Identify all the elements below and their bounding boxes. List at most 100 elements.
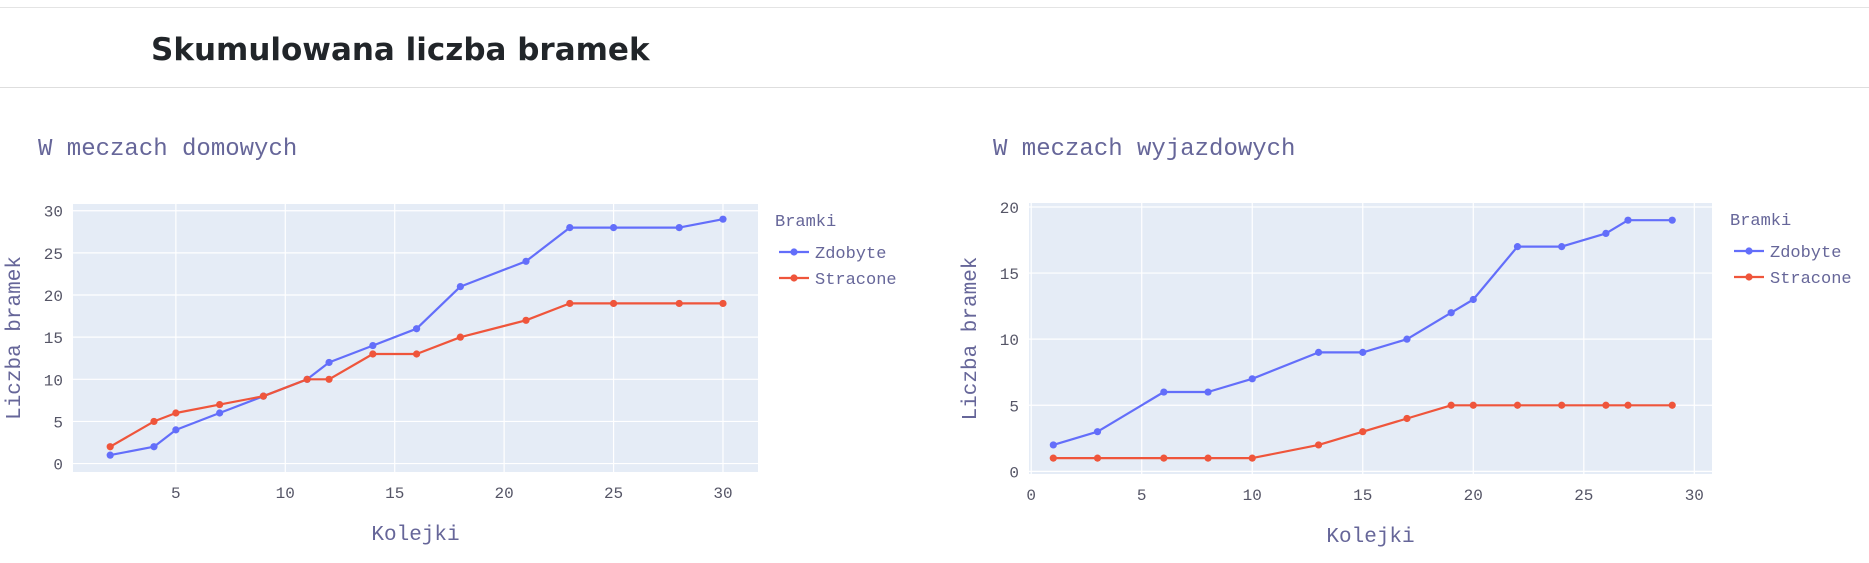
chart1-series-zdobyte-point	[172, 426, 180, 434]
chart2-x-tick-label: 10	[1243, 487, 1262, 505]
chart1-x-tick-label: 25	[604, 485, 623, 503]
chart2-series-zdobyte-point	[1558, 243, 1566, 251]
chart1-y-axis-title: Liczba bramek	[4, 256, 27, 420]
chart1-series-stracone-point	[325, 375, 333, 383]
chart2-series-zdobyte-point	[1668, 216, 1676, 224]
chart1-y-tick-label: 25	[44, 246, 63, 264]
chart2-series-stracone-point	[1558, 401, 1566, 409]
chart2-series-stracone-point	[1447, 401, 1455, 409]
chart2-series-stracone-point	[1624, 401, 1632, 409]
chart2-series-stracone-point	[1668, 401, 1676, 409]
chart1-series-stracone-point	[172, 409, 180, 417]
chart1-series-zdobyte-point	[325, 358, 333, 367]
chart1-series-stracone-point	[303, 375, 311, 383]
chart1-series-stracone-point	[566, 299, 574, 308]
chart1-series-stracone-point	[675, 299, 683, 308]
chart1-legend-item-zdobyte-marker[interactable]	[790, 248, 798, 256]
page-header: Skumulowana liczba bramek	[0, 8, 1869, 88]
chart1-series-zdobyte-point	[216, 409, 224, 417]
chart2-plot-area	[1029, 203, 1712, 474]
chart2-title: W meczach wyjazdowych	[993, 136, 1295, 163]
chart2-y-tick-label: 20	[1000, 200, 1019, 218]
chart1-series-zdobyte-point	[609, 223, 618, 232]
chart1-y-tick-label: 10	[44, 372, 63, 390]
chart1-y-tick-label: 5	[53, 414, 63, 432]
chart2-y-tick-label: 0	[1009, 464, 1019, 482]
chart1-series-zdobyte-point	[566, 223, 574, 232]
chart1-series-zdobyte-point	[150, 443, 158, 451]
chart2-x-tick-label: 5	[1137, 487, 1147, 505]
chart1-series-zdobyte-point	[522, 257, 530, 265]
chart2-x-tick-label: 30	[1685, 487, 1704, 505]
chart1-legend-item-zdobyte-label[interactable]: Zdobyte	[815, 245, 886, 264]
chart2-legend-item-stracone-marker[interactable]	[1745, 273, 1753, 281]
chart1-plot-area	[73, 204, 758, 472]
chart2-x-tick-label: 0	[1026, 487, 1036, 505]
charts-area: 5 10 15 20 25 30 0 5 10 15 20 25 30 W meczach domowyc…	[4, 136, 1852, 549]
chart2-series-stracone-point	[1204, 454, 1212, 462]
chart2-series-stracone-point	[1513, 401, 1522, 409]
chart2-y-tick-label: 5	[1009, 398, 1019, 416]
chart2-series-stracone-point	[1093, 454, 1102, 462]
chart2-series-zdobyte-point	[1248, 375, 1256, 383]
chart2-legend-item-zdobyte-label[interactable]: Zdobyte	[1770, 244, 1841, 263]
chart2-series-stracone-point	[1314, 441, 1323, 449]
chart1-series-zdobyte-point	[675, 223, 683, 232]
chart2-legend-item-zdobyte-marker[interactable]	[1745, 247, 1753, 255]
chart2-series-zdobyte-point	[1602, 229, 1610, 238]
chart2-series-zdobyte-point	[1447, 309, 1455, 317]
chart2-series-zdobyte-point	[1513, 243, 1522, 251]
top-divider	[0, 7, 1869, 8]
chart1-x-tick-label: 30	[713, 485, 732, 503]
chart1-series-stracone-point	[216, 400, 224, 409]
chart2-series-stracone-point	[1469, 401, 1477, 409]
chart1-y-tick-label: 15	[44, 330, 63, 348]
chart1-series-stracone-point	[259, 392, 267, 400]
chart2-y-axis-title: Liczba bramek	[960, 257, 983, 421]
chart1-series-stracone-point	[150, 417, 158, 426]
chart2-series-zdobyte-point	[1624, 216, 1632, 224]
chart2-series-stracone-point	[1403, 414, 1411, 423]
chart1-x-tick-label: 20	[495, 485, 514, 503]
chart1-legend-item-stracone-marker[interactable]	[790, 274, 798, 282]
chart1-x-axis-title: Kolejki	[371, 524, 459, 547]
chart1-series-zdobyte-point	[456, 282, 464, 291]
chart2-series-zdobyte-point	[1160, 388, 1168, 396]
chart2-series-stracone-point	[1602, 401, 1610, 409]
chart2-series-zdobyte-point	[1204, 388, 1212, 396]
chart1-series-stracone-point	[412, 350, 421, 358]
chart1-series-stracone-point	[106, 443, 114, 451]
chart2-series-stracone-point	[1248, 454, 1256, 462]
chart1-series-zdobyte-point	[719, 215, 727, 223]
chart1-series-stracone-point	[369, 350, 377, 358]
chart2-x-axis-title: Kolejki	[1326, 526, 1414, 549]
chart1-series-stracone-point	[456, 333, 464, 341]
chart1-series-stracone-point	[522, 316, 530, 324]
page-title: Skumulowana liczba bramek	[151, 32, 650, 68]
chart1-x-tick-label: 10	[276, 485, 295, 503]
chart2-series-stracone-point	[1160, 454, 1168, 462]
chart1-x-tick-label: 5	[171, 485, 181, 503]
chart2-series-zdobyte-point	[1049, 441, 1057, 449]
chart2-x-tick-label: 20	[1464, 487, 1483, 505]
chart1-title: W meczach domowych	[38, 136, 297, 163]
chart1-y-tick-label: 0	[53, 457, 63, 475]
chart2-series-zdobyte-point	[1093, 428, 1102, 436]
chart1-series-zdobyte-point	[106, 451, 114, 459]
chart1-legend-title: Bramki	[775, 213, 836, 232]
chart2-series-zdobyte-point	[1403, 335, 1411, 343]
chart1-legend-item-stracone-label[interactable]: Stracone	[815, 271, 897, 290]
chart2-legend-item-stracone-label[interactable]: Stracone	[1770, 270, 1852, 289]
chart1-series-stracone-point	[609, 299, 618, 308]
chart1-x-tick-label: 15	[385, 485, 404, 503]
chart1-series-zdobyte-point	[369, 341, 377, 350]
chart2-x-tick-label: 25	[1574, 487, 1593, 505]
chart2-series-zdobyte-point	[1469, 295, 1477, 304]
chart2-series-zdobyte-point	[1314, 348, 1323, 356]
chart2-y-tick-label: 15	[1000, 266, 1019, 284]
chart2-x-tick-label: 15	[1353, 487, 1372, 505]
chart1-series-stracone-point	[719, 299, 727, 308]
chart2-series-zdobyte-point	[1359, 348, 1367, 356]
chart1-series-zdobyte-point	[412, 325, 421, 333]
chart2-legend-title: Bramki	[1730, 212, 1791, 231]
